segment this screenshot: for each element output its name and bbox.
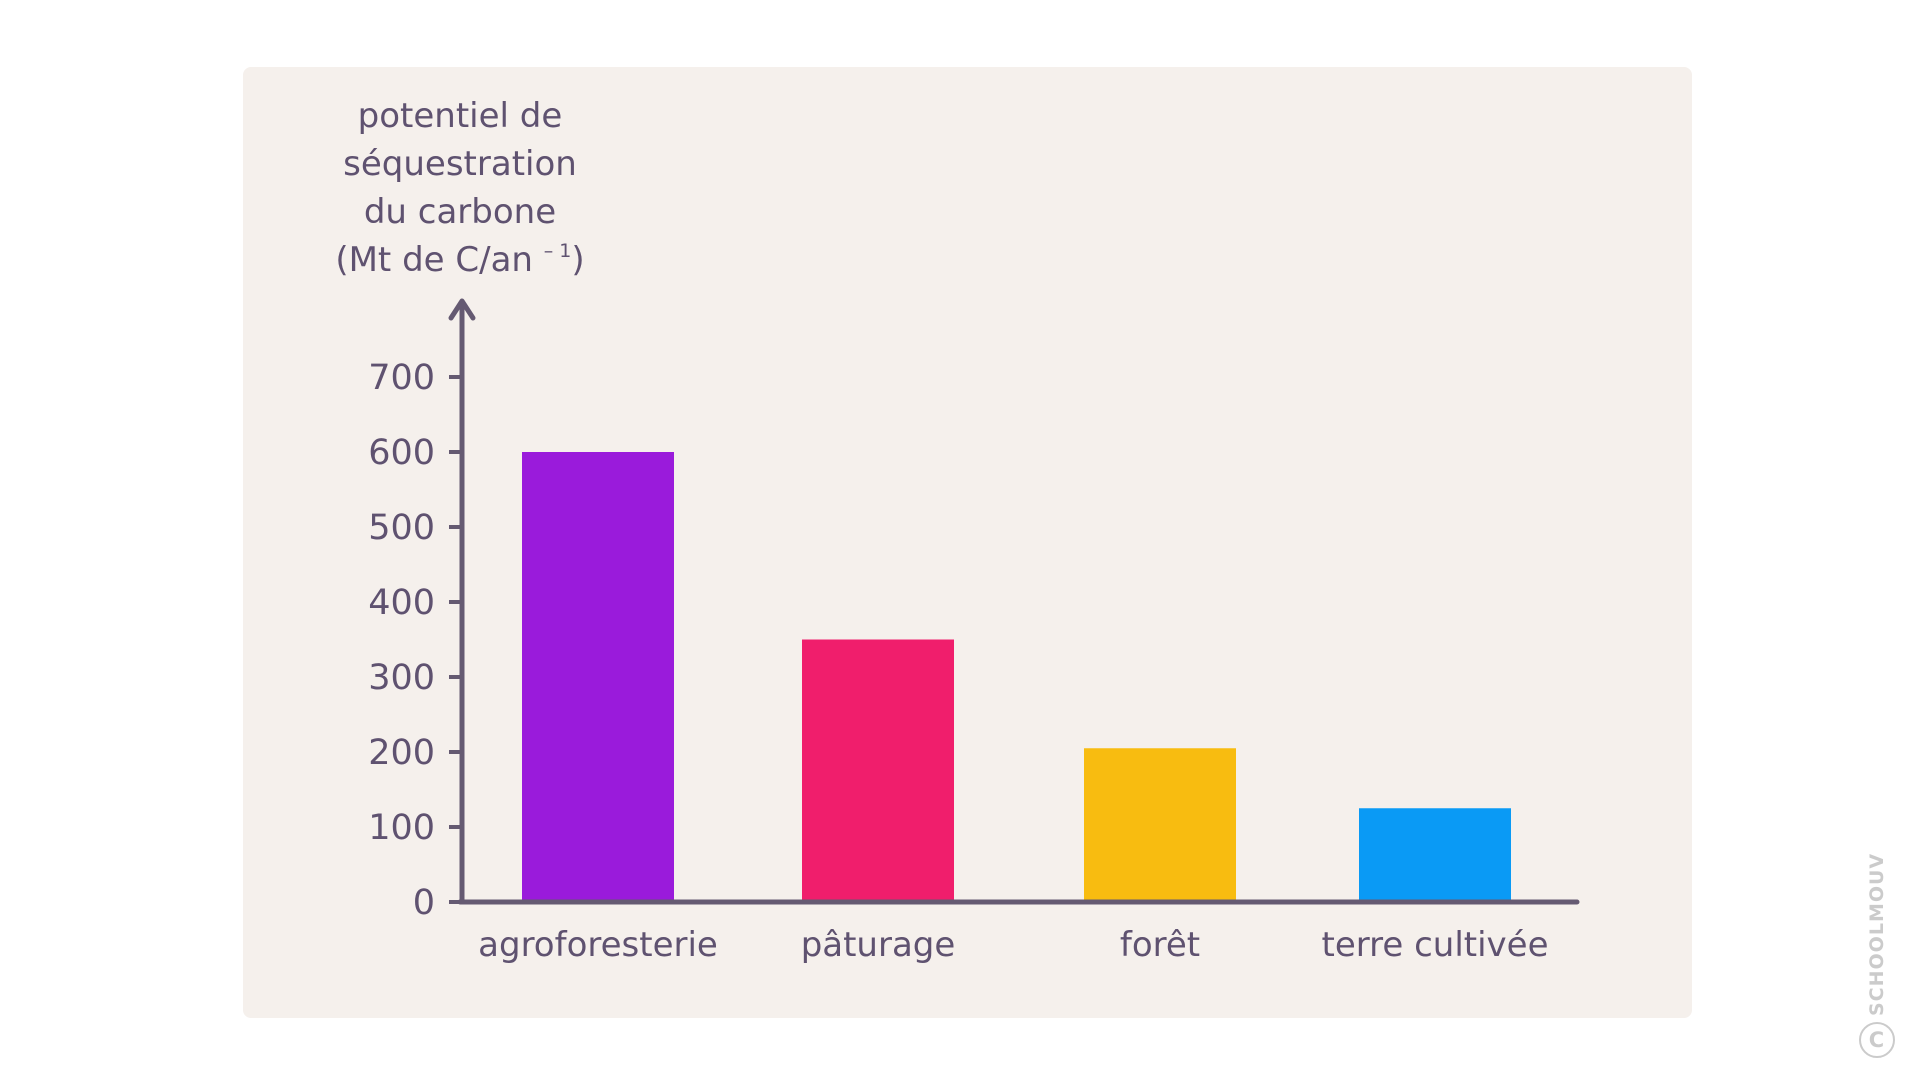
y-axis-label-line-2: séquestration [343,144,577,184]
schoolmouv-watermark: C SCHOOLMOUV [1859,853,1895,1058]
x-labels-group: agroforesterie pâturage forêt terre cultivé… [478,925,1548,965]
y-axis-label-line-3: du carbone [363,192,557,232]
y-axis-label-line-1: potentiel de [357,96,563,136]
bar-forêt [1084,748,1236,902]
x-tick-label: pâturage [801,925,956,965]
x-tick-label: terre cultivée [1321,925,1548,965]
y-axis-label-exponent: – 1 [543,240,572,262]
watermark-text: SCHOOLMOUV [1866,852,1888,1016]
y-tick-label: 100 [368,808,435,848]
y-axis-label-close: ) [571,240,585,280]
copyright-icon: C [1859,1022,1895,1058]
y-tick-label: 700 [368,358,435,398]
y-tick-label: 200 [368,733,435,773]
x-tick-label: forêt [1120,925,1200,965]
axes-group [448,298,1580,905]
y-tick-label: 300 [368,658,435,698]
y-tick-label: 600 [368,433,435,473]
y-axis-arrow-icon [448,298,476,321]
y-tick-label: 500 [368,508,435,548]
bars-group [522,452,1511,902]
y-axis-label-unit: (Mt de C/an [335,240,533,280]
y-tick-label: 0 [413,883,435,923]
y-axis-label-line-4: (Mt de C/an – 1) [280,236,640,284]
y-ticks-group: 0 100 200 300 400 500 600 700 [368,358,462,923]
y-tick-label: 400 [368,583,435,623]
x-tick-label: agroforesterie [478,925,718,965]
bar-terre-cultivée [1359,808,1511,902]
bar-pâturage [802,639,954,902]
bar-agroforesterie [522,452,674,902]
y-axis-label: potentiel de séquestration du carbone (M… [280,92,640,284]
